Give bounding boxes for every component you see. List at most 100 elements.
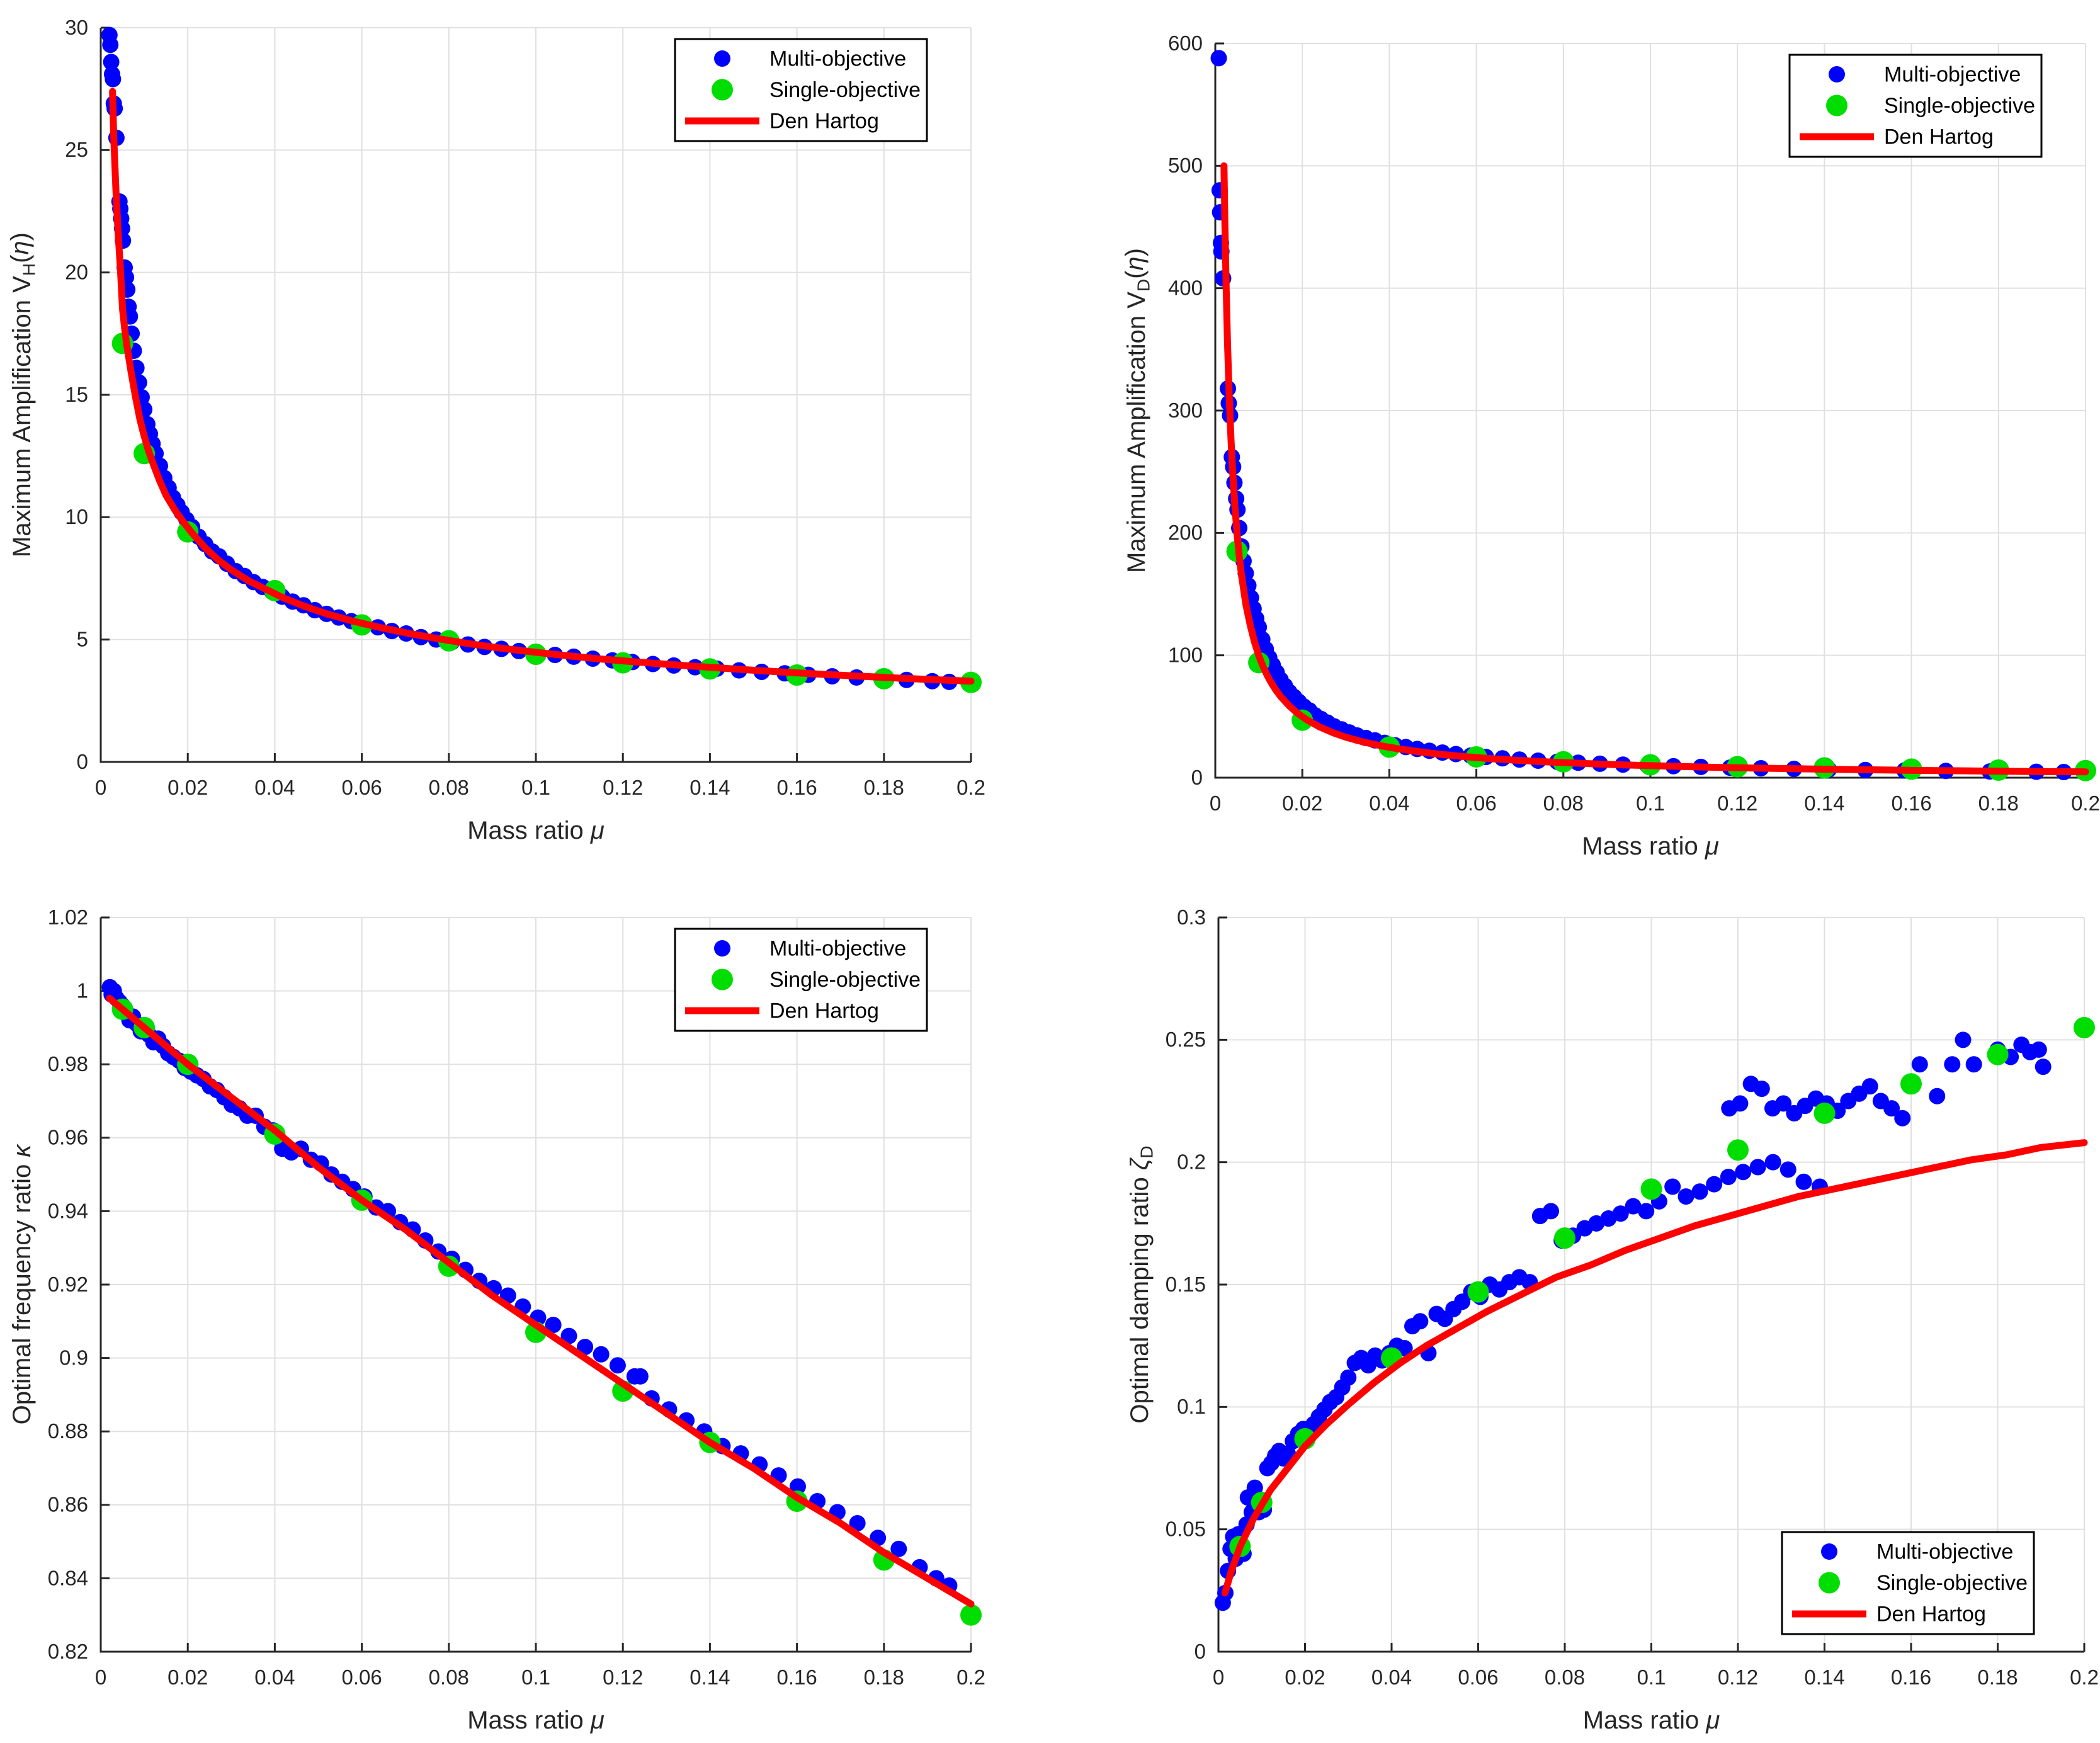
y-tick-label: 0.92 xyxy=(48,1273,88,1296)
scatter-point xyxy=(1955,1031,1972,1048)
legend-entry: Multi-objective xyxy=(714,47,906,71)
scatter-point xyxy=(1987,1043,2009,1065)
x-tick-label: 0.04 xyxy=(254,1666,295,1689)
x-tick-label: 0.16 xyxy=(776,1666,817,1689)
axes: 0 0.02 0.04 0.06 0.08 0.1 0.12 0.14 0.16 0.18 0.2 0… xyxy=(1166,906,2099,1689)
y-tick-label: 0 xyxy=(1195,1640,1206,1663)
legend: Multi-objective Single-objective Den Harto… xyxy=(674,928,928,1032)
x-axis-label: Mass ratio μ xyxy=(1582,832,1719,860)
scatter-point xyxy=(103,54,120,71)
chart-maximum-amplification-vd: 0 0.02 0.04 0.06 0.08 0.1 0.12 0.14 0.16 0.18 0.2 0… xyxy=(1121,31,2100,860)
scatter-point xyxy=(577,1339,594,1356)
legend-marker-multi-objective-dot xyxy=(1821,1543,1837,1560)
y-tick-label: 0.2 xyxy=(1177,1150,1206,1174)
scatter-point xyxy=(890,1540,907,1557)
series-single-objective xyxy=(1226,540,2096,781)
y-tick-label: 500 xyxy=(1168,154,1203,177)
legend-entry: Den Hartog xyxy=(685,999,879,1023)
x-tick-label: 0.06 xyxy=(1456,792,1496,815)
x-tick-label: 0 xyxy=(95,776,106,799)
x-tick-label: 0 xyxy=(95,1666,106,1689)
y-tick-label: 100 xyxy=(1168,644,1203,667)
scatter-point xyxy=(789,1478,806,1495)
den-hartog-line xyxy=(106,994,975,1608)
y-tick-label: 600 xyxy=(1168,31,1203,55)
y-tick-label: 400 xyxy=(1168,276,1203,300)
scatter-point xyxy=(2074,1016,2095,1038)
y-tick-label: 1 xyxy=(77,979,88,1002)
scatter-point xyxy=(1340,1369,1357,1386)
scatter-point xyxy=(1764,1154,1781,1171)
scatter-point xyxy=(1779,1161,1796,1178)
y-tick-label: 200 xyxy=(1168,521,1203,544)
gridlines xyxy=(1215,43,2086,778)
x-tick-label: 0.12 xyxy=(1718,1666,1758,1689)
legend-entry: Single-objective xyxy=(712,968,921,992)
scatter-point xyxy=(1638,1203,1655,1220)
scatter-point xyxy=(1612,1205,1629,1222)
legend-entry: Multi-objective xyxy=(714,937,906,961)
x-tick-label: 0.1 xyxy=(1636,792,1665,815)
legend-entry: Multi-objective xyxy=(1829,63,2021,87)
x-tick-label: 0.04 xyxy=(254,776,295,799)
x-tick-label: 0.02 xyxy=(1285,1666,1325,1689)
x-tick-label: 0.02 xyxy=(167,776,208,799)
chart-maximum-amplification-vh: 0 0.02 0.04 0.06 0.08 0.1 0.12 0.14 0.16 0.18 0.2 0… xyxy=(6,16,985,844)
legend: Multi-objective Single-objective Den Harto… xyxy=(674,38,928,142)
scatter-point xyxy=(1720,1168,1737,1185)
x-tick-label: 0.14 xyxy=(1804,1666,1844,1689)
y-tick-label: 0.1 xyxy=(1177,1395,1206,1418)
legend-entry: Den Hartog xyxy=(685,110,879,133)
x-tick-label: 0.06 xyxy=(341,1666,382,1689)
x-axis-label: Mass ratio μ xyxy=(1583,1706,1720,1734)
scatter-point xyxy=(1944,1056,1961,1073)
series-multi-objective xyxy=(1210,50,2072,781)
scatter-point xyxy=(102,37,119,54)
scatter-point xyxy=(1883,1100,1900,1117)
scatter-point xyxy=(1246,1479,1263,1496)
x-tick-label: 0.18 xyxy=(1977,1666,2018,1689)
legend-marker-multi-objective-dot xyxy=(1829,66,1845,82)
legend-entry: Single-objective xyxy=(712,78,921,102)
den-hartog-line xyxy=(109,88,975,685)
scatter-point xyxy=(609,1357,626,1374)
y-tick-label: 0.25 xyxy=(1166,1028,1206,1051)
y-tick-label: 5 xyxy=(77,628,88,651)
y-tick-label: 30 xyxy=(65,16,88,39)
x-tick-label: 0.02 xyxy=(167,1666,208,1689)
legend-marker-multi-objective-dot xyxy=(714,940,730,957)
y-tick-label: 0 xyxy=(1191,766,1203,789)
y-tick-label: 20 xyxy=(65,261,88,284)
legend-entry: Multi-objective xyxy=(1821,1540,2013,1564)
legend-label: Multi-objective xyxy=(769,47,906,71)
series-multi-objective xyxy=(101,979,958,1594)
y-axis-label: Maximum Amplification VD(η) xyxy=(1121,248,1154,573)
y-tick-label: 25 xyxy=(65,138,88,161)
scatter-point xyxy=(1691,1183,1708,1200)
series-single-objective xyxy=(1229,1016,2095,1557)
scatter-point xyxy=(593,1346,610,1363)
scatter-point xyxy=(1727,1139,1749,1161)
scatter-point xyxy=(1210,50,1227,67)
axes: 0 0.02 0.04 0.06 0.08 0.1 0.12 0.14 0.16 0.18 0.2 0… xyxy=(65,16,985,799)
scatter-point xyxy=(1677,1188,1694,1205)
legend-entry: Single-objective xyxy=(1826,94,2035,118)
scatter-point xyxy=(560,1327,577,1344)
gridlines xyxy=(101,27,972,762)
x-tick-label: 0.14 xyxy=(1804,792,1844,815)
x-tick-label: 0.1 xyxy=(521,776,550,799)
x-tick-label: 0.08 xyxy=(429,1666,469,1689)
legend-label: Den Hartog xyxy=(1876,1603,1986,1627)
y-tick-label: 10 xyxy=(65,505,88,528)
legend-label: Multi-objective xyxy=(1884,63,2021,87)
legend: Multi-objective Single-objective Den Harto… xyxy=(1788,54,2043,158)
x-tick-label: 0.1 xyxy=(521,1666,550,1689)
den-hartog-line xyxy=(1220,162,2089,776)
legend-label: Multi-objective xyxy=(769,937,906,961)
legend-label: Single-objective xyxy=(769,968,921,992)
y-axis-label: Optimal damping ratio ζD xyxy=(1126,1145,1157,1423)
axes: 0 0.02 0.04 0.06 0.08 0.1 0.12 0.14 0.16 0.18 0.2 0… xyxy=(48,906,985,1689)
legend-marker-multi-objective-dot xyxy=(714,50,730,67)
x-tick-label: 0.1 xyxy=(1637,1666,1666,1689)
